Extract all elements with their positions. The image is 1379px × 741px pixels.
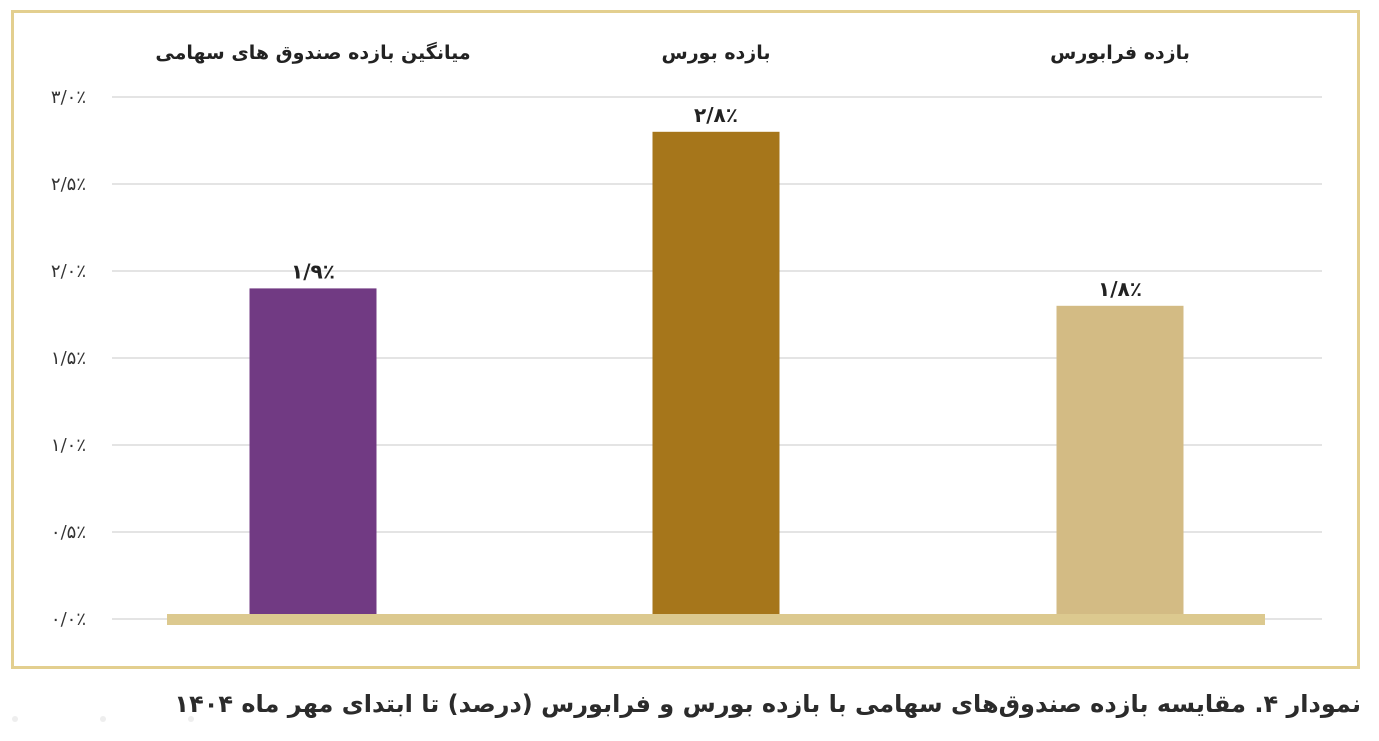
- bar: [652, 131, 780, 620]
- category-label: میانگین بازده صندوق های سهامی: [155, 41, 470, 64]
- data-label: ۱/۸٪: [1098, 277, 1142, 301]
- dot: [100, 716, 106, 722]
- y-tick-label: ۳/۰٪: [51, 87, 86, 108]
- y-tick-label: ۲/۰٪: [51, 261, 86, 282]
- y-tick-label: ۱/۵٪: [51, 348, 86, 369]
- y-tick-label: ۱/۰٪: [51, 435, 86, 456]
- category-label: بازده بورس: [662, 42, 771, 64]
- y-tick-label: ۲/۵٪: [51, 174, 86, 195]
- category-label: بازده فرابورس: [1050, 42, 1190, 64]
- y-tick-label: ۰/۵٪: [51, 522, 86, 543]
- decorative-dots: [12, 707, 276, 726]
- bar: [249, 288, 377, 619]
- y-tick-label: ۰/۰٪: [51, 609, 86, 630]
- dot: [188, 716, 194, 722]
- data-label: ۱/۹٪: [291, 259, 335, 283]
- x-axis-baseline: [167, 614, 1265, 625]
- chart-caption: نمودار ۴. مقایسه بازده صندوق‌های سهامی ب…: [174, 690, 1361, 718]
- data-label: ۲/۸٪: [694, 103, 738, 127]
- dot: [12, 716, 18, 722]
- bar: [1056, 305, 1184, 619]
